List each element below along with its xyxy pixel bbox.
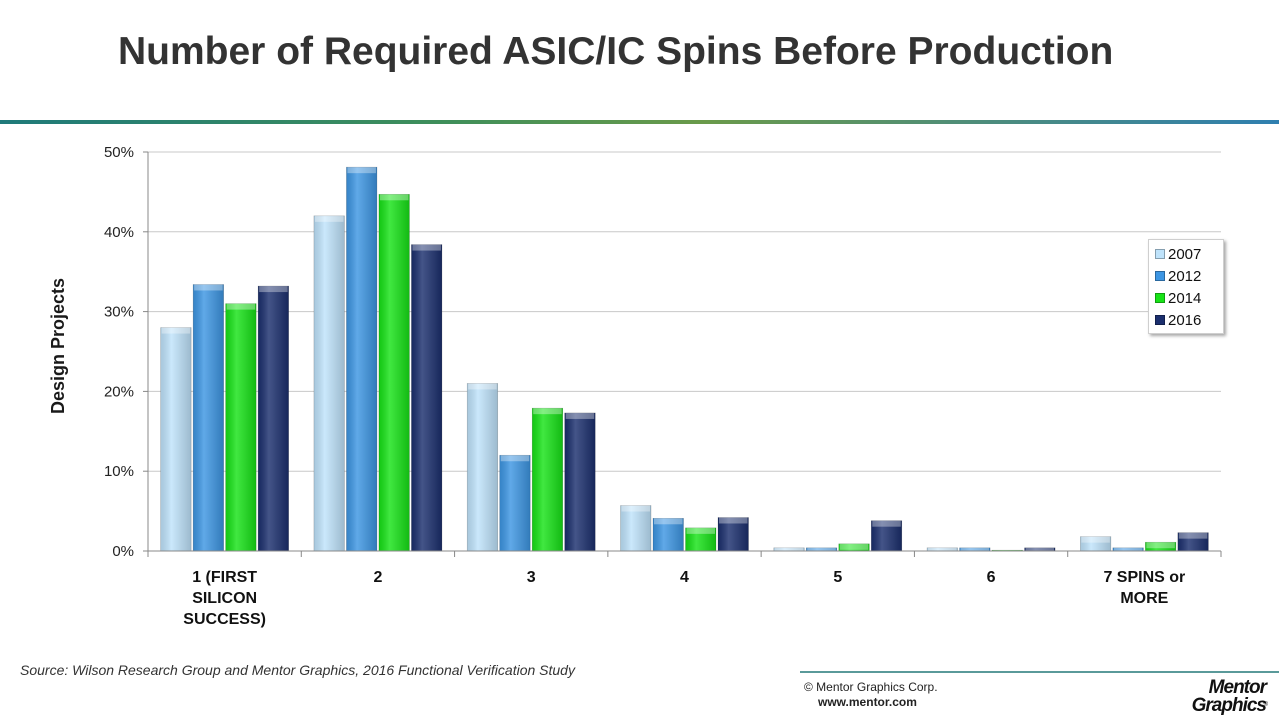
bar-bevel (314, 215, 344, 222)
chart-legend: 2007 2012 2014 2016 (1148, 239, 1224, 334)
legend-label: 2007 (1168, 245, 1202, 263)
bar-bevel (839, 543, 869, 550)
bar-bevel (379, 194, 409, 201)
legend-item-2014: 2014 (1155, 287, 1223, 309)
bar-shading (685, 527, 716, 551)
legend-swatch (1155, 271, 1165, 281)
bar-shading (160, 327, 192, 551)
y-tick-labels: 0% 10% 20% 30% 40% 50% (104, 144, 134, 560)
footer-divider (800, 671, 1279, 673)
bar-shading (411, 244, 442, 551)
bar-chart: 0% 10% 20% 30% 40% 50% 1 (FIRST SILICON SUCCESS… (48, 144, 1222, 628)
legend-label: 2016 (1168, 311, 1202, 329)
svg-text:Graphics: Graphics (1192, 695, 1267, 716)
bar-shading (499, 455, 531, 551)
y-axis-label: Design Projects (48, 278, 68, 414)
bar-bevel (1178, 532, 1208, 539)
bar-bevel (872, 520, 901, 527)
category-label: 5 (833, 569, 842, 586)
bar-bevel (621, 505, 650, 512)
bar-shading (1177, 532, 1209, 551)
bar-shading (346, 167, 377, 552)
bar-shading (1024, 547, 1056, 551)
bars (160, 166, 1209, 552)
bar-shading (193, 284, 224, 551)
bar-shading (313, 215, 345, 551)
legend-item-2012: 2012 (1155, 265, 1223, 287)
legend-item-2016: 2016 (1155, 309, 1223, 331)
legend-swatch (1155, 315, 1165, 325)
category-label: 1 (FIRST SILICON SUCCESS) (183, 569, 266, 628)
y-tick-label: 10% (104, 463, 134, 480)
legend-swatch (1155, 293, 1165, 303)
copyright-text: © Mentor Graphics Corp. (804, 680, 938, 694)
bar-bevel (1113, 547, 1143, 551)
bar-shading (1145, 542, 1176, 551)
mentor-graphics-logo: Mentor Graphics ® (1192, 677, 1268, 716)
bar-bevel (161, 327, 191, 334)
axes (143, 151, 1222, 557)
bar-shading (564, 412, 596, 551)
bar-shading (1112, 547, 1144, 551)
bar-shading (620, 505, 651, 551)
bar-bevel (226, 303, 256, 310)
bar-shading (653, 518, 684, 551)
bar-bevel (686, 527, 715, 534)
bar-bevel (719, 517, 748, 524)
legend-swatch (1155, 249, 1165, 259)
bar-bevel (1081, 536, 1110, 543)
bar-shading (718, 517, 749, 551)
category-label: 3 (527, 569, 536, 586)
bar-bevel (500, 455, 530, 462)
bar-shading (838, 543, 870, 551)
bar-shading (225, 303, 257, 551)
bar-bevel (1146, 542, 1175, 549)
y-tick-label: 30% (104, 304, 134, 321)
bar-bevel (654, 518, 683, 525)
y-tick-label: 40% (104, 224, 134, 241)
bar-bevel (412, 244, 441, 251)
y-tick-label: 50% (104, 144, 134, 161)
legend-label: 2012 (1168, 267, 1202, 285)
bar-bevel (347, 167, 376, 174)
slide-title: Number of Required ASIC/IC Spins Before … (118, 30, 1114, 73)
x-tick-labels: 1 (FIRST SILICON SUCCESS) 2 3 4 5 6 7 SPINS or MO… (183, 569, 1185, 628)
bar-shading (1080, 536, 1111, 551)
website-link[interactable]: www.mentor.com (818, 695, 917, 709)
bar-shading (378, 194, 410, 551)
category-label: 7 SPINS or MORE (1103, 569, 1185, 607)
bar-shading (927, 547, 958, 551)
bar-shading (806, 547, 837, 551)
svg-text:®: ® (1264, 701, 1268, 708)
legend-item-2007: 2007 (1155, 243, 1223, 265)
bar-bevel (1025, 547, 1055, 551)
bar-shading (773, 547, 805, 551)
source-note: Source: Wilson Research Group and Mentor… (20, 662, 575, 678)
bar-bevel (533, 408, 562, 415)
bar-bevel (565, 412, 595, 419)
bar-shading (871, 520, 902, 551)
bar-bevel (928, 547, 957, 551)
category-label: 4 (680, 569, 689, 586)
bar-shading (959, 547, 991, 551)
bar-bevel (807, 547, 836, 551)
bar-bevel (774, 547, 804, 551)
title-divider (0, 120, 1279, 124)
y-tick-label: 0% (112, 543, 134, 560)
bar-shading (258, 286, 289, 551)
gridlines (148, 151, 1221, 472)
category-label: 2 (373, 569, 382, 586)
bar-bevel (259, 286, 288, 293)
legend-label: 2014 (1168, 289, 1202, 307)
y-tick-label: 20% (104, 383, 134, 400)
bar-shading (467, 383, 498, 551)
bar-bevel (468, 383, 497, 390)
bar-bevel (960, 547, 990, 551)
bar-bevel (194, 284, 223, 291)
bar-shading (532, 408, 563, 551)
category-label: 6 (987, 569, 996, 586)
svg-text:Mentor: Mentor (1209, 677, 1268, 698)
